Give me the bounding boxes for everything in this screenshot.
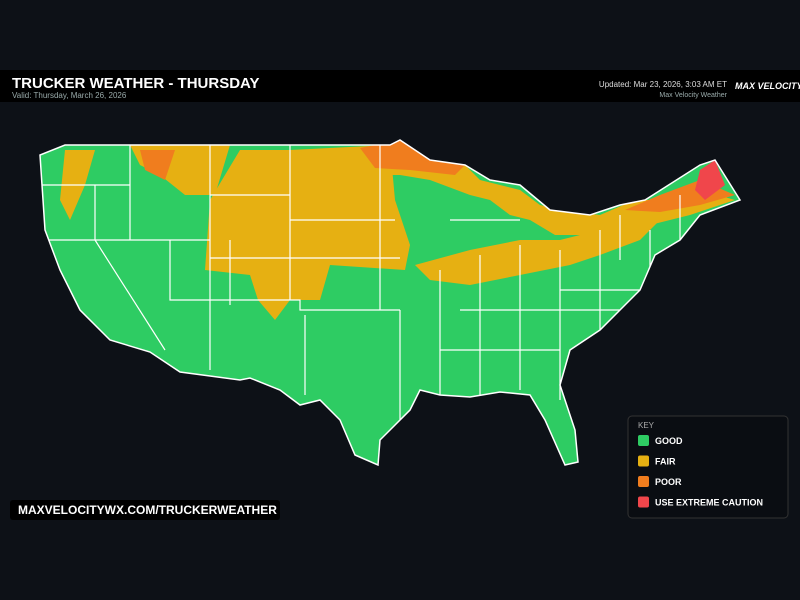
title: TRUCKER WEATHER - THURSDAY bbox=[12, 75, 260, 92]
url-box bbox=[10, 500, 280, 520]
key-label: FAIR bbox=[655, 457, 676, 467]
valid-time: Valid: Thursday, March 26, 2026 bbox=[12, 91, 127, 100]
extreme-region bbox=[695, 160, 725, 200]
footer-url: MAXVELOCITYWX.COM/TRUCKERWEATHER bbox=[18, 503, 277, 517]
poor-region bbox=[140, 140, 735, 212]
key-swatch bbox=[638, 455, 649, 467]
key-label: POOR bbox=[655, 477, 682, 487]
fair-region bbox=[60, 145, 230, 220]
key-title: KEY bbox=[638, 421, 655, 430]
header-bar bbox=[0, 70, 800, 102]
key-panel: KEY GOOD FAIR POOR USE EXTREME CAUTION bbox=[627, 415, 789, 519]
logo: MAX VELOCITY bbox=[735, 81, 800, 91]
key-label: GOOD bbox=[655, 436, 683, 446]
key-box bbox=[627, 415, 789, 519]
fair-region bbox=[205, 145, 410, 320]
source: Max Velocity Weather bbox=[659, 92, 727, 99]
key-swatch bbox=[638, 476, 649, 487]
key-swatch bbox=[638, 435, 649, 446]
key-swatch bbox=[638, 496, 649, 508]
key-label: USE EXTREME CAUTION bbox=[655, 498, 763, 508]
updated-time: Updated: Mar 23, 2026, 3:03 AM ET bbox=[599, 80, 727, 89]
